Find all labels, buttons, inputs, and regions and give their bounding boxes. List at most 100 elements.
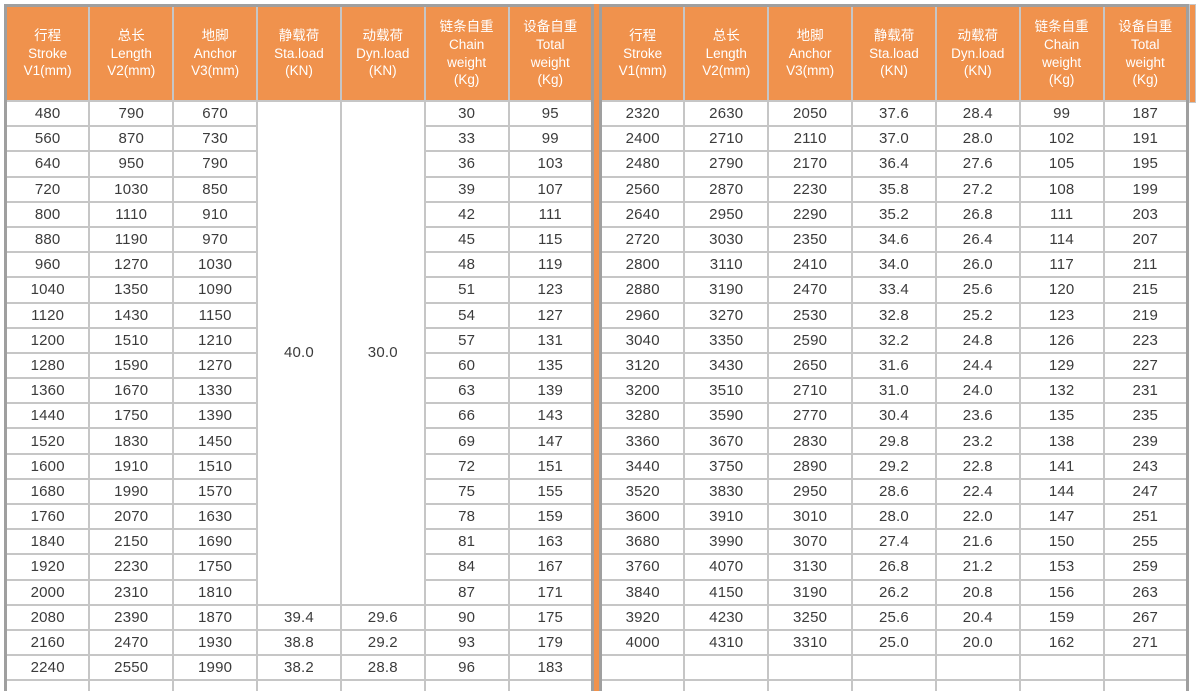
table-row: 2880 3190 2470 33.4 25.6 120 215: [599, 276, 1189, 304]
cell: 23.6: [934, 402, 1021, 430]
partial-row: [599, 679, 1189, 691]
cell: 2650: [767, 351, 854, 380]
cell: 3030: [683, 225, 770, 254]
cell: [851, 679, 937, 691]
cell: 30: [423, 99, 510, 128]
cell: 28.4: [934, 99, 1021, 128]
cell: 27.4: [851, 528, 937, 556]
cell: 1750: [172, 553, 259, 581]
cell: 1600: [4, 452, 91, 480]
cell: [599, 679, 686, 691]
table-row: [599, 654, 1189, 682]
cell: 175: [507, 603, 594, 631]
cell: 1330: [172, 377, 259, 405]
cell: 123: [1018, 301, 1105, 329]
merged-dyn-load-cell: 30.0: [339, 100, 426, 606]
cell: 1210: [172, 326, 259, 354]
cell: 2400: [599, 125, 686, 153]
cell: 1350: [88, 276, 175, 304]
cell: 143: [507, 402, 594, 430]
cell: 39.4: [256, 603, 342, 631]
cell: 31.6: [851, 351, 937, 380]
cell: 163: [507, 528, 594, 556]
cell: [423, 679, 510, 691]
cell: 2590: [767, 326, 854, 354]
cell: 2050: [767, 99, 854, 128]
cell: 3270: [683, 301, 770, 329]
cell: 87: [423, 578, 510, 606]
cell: 1440: [4, 402, 91, 430]
cell: 3070: [767, 528, 854, 556]
center-divider-line: [594, 4, 599, 691]
cell: 3280: [599, 402, 686, 430]
cell: 2800: [599, 251, 686, 279]
table-row: 1200 1510 1210 57 131: [4, 326, 594, 354]
cell: 3040: [599, 326, 686, 354]
cell: 950: [88, 150, 175, 178]
table-row: 3600 3910 3010 28.0 22.0 147 251: [599, 502, 1189, 531]
cell: 560: [4, 125, 91, 153]
column-header: 地脚 Anchor V3(mm): [767, 4, 854, 102]
cell: 151: [507, 452, 594, 480]
table-row: 1440 1750 1390 66 143: [4, 402, 594, 430]
cell: 3200: [599, 377, 686, 405]
cell: 38.8: [256, 628, 342, 657]
cell: 231: [1102, 377, 1189, 405]
cell: 26.2: [851, 578, 937, 606]
cell: 1360: [4, 377, 91, 405]
table-row: 2480 2790 2170 36.4 27.6 105 195: [599, 150, 1189, 178]
cell: 3910: [683, 502, 770, 531]
cell: 30.4: [851, 402, 937, 430]
cell: 2350: [767, 225, 854, 254]
table-row: 720 1030 850 39 107: [4, 175, 594, 203]
cell: 3130: [767, 553, 854, 581]
cell: 25.6: [934, 276, 1021, 304]
cell: 1030: [172, 251, 259, 279]
cell: 24.4: [934, 351, 1021, 380]
cell: 960: [4, 251, 91, 279]
column-header: 设备自重 Total weight (Kg): [1102, 4, 1189, 102]
column-header: 链条自重 Chain weight (Kg): [1018, 4, 1105, 102]
cell: 26.8: [934, 200, 1021, 228]
cell: 36: [423, 150, 510, 178]
column-header: 静载荷 Sta.load (KN): [851, 4, 937, 102]
cell: 23.2: [934, 427, 1021, 455]
cell: 139: [507, 377, 594, 405]
cell: 880: [4, 225, 91, 254]
cell: 2080: [4, 603, 91, 631]
cell: 1920: [4, 553, 91, 581]
cell: 2170: [767, 150, 854, 178]
column-header: 链条自重 Chain weight (Kg): [423, 4, 510, 102]
cell: 159: [1018, 603, 1105, 631]
cell: 1510: [172, 452, 259, 480]
cell: 78: [423, 502, 510, 531]
cell: 34.6: [851, 225, 937, 254]
cell: 1870: [172, 603, 259, 631]
cell: 150: [1018, 528, 1105, 556]
cell: 117: [1018, 251, 1105, 279]
cell: 155: [507, 477, 594, 506]
spec-table-right: 行程 Stroke V1(mm) 总长 Length V2(mm) 地脚 Ancho…: [599, 4, 1189, 691]
header-row: 行程 Stroke V1(mm) 总长 Length V2(mm) 地脚 Ancho…: [4, 4, 594, 102]
cell: 22.0: [934, 502, 1021, 531]
cell: 2410: [767, 251, 854, 279]
cell: 29.2: [851, 452, 937, 480]
cell: 1520: [4, 427, 91, 455]
table-row: 4000 4310 3310 25.0 20.0 162 271: [599, 628, 1189, 657]
table-row: 3280 3590 2770 30.4 23.6 135 235: [599, 402, 1189, 430]
cell: 215: [1102, 276, 1189, 304]
cell: 2160: [4, 628, 91, 657]
cell: 129: [1018, 351, 1105, 380]
cell: 247: [1102, 477, 1189, 506]
table-row: 480 790 670 40.0 30.0 30 95: [4, 99, 594, 606]
cell: 2230: [88, 553, 175, 581]
cell: 3310: [767, 628, 854, 657]
cell: [767, 679, 854, 691]
cell: 2480: [599, 150, 686, 178]
cell: 870: [88, 125, 175, 153]
cell: [851, 654, 937, 682]
cell: 2290: [767, 200, 854, 228]
column-header: 静载荷 Sta.load (KN): [256, 4, 342, 102]
table-row: 1280 1590 1270 60 135: [4, 351, 594, 380]
table-row: 1680 1990 1570 75 155: [4, 477, 594, 506]
